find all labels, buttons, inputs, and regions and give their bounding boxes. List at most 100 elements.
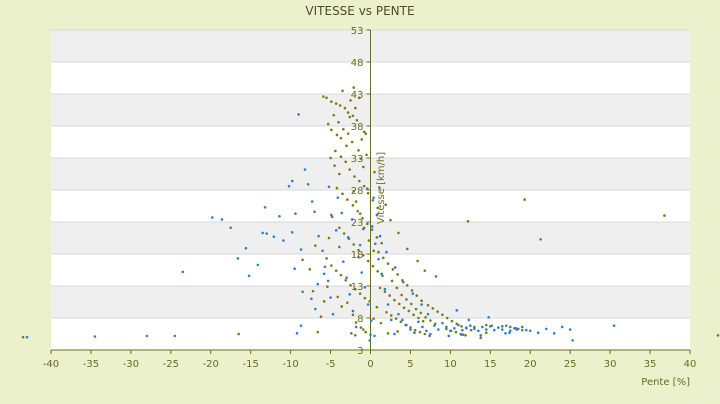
data-point <box>349 284 352 287</box>
data-point <box>362 130 366 134</box>
data-point <box>378 286 382 290</box>
data-point <box>405 323 408 327</box>
data-point <box>354 321 358 324</box>
data-point <box>333 164 336 167</box>
data-point <box>337 120 340 124</box>
data-point <box>512 326 516 330</box>
data-point <box>612 324 616 327</box>
data-point <box>327 236 331 240</box>
data-point <box>411 292 415 295</box>
data-point <box>568 328 572 331</box>
data-point <box>314 307 317 311</box>
data-point <box>395 286 399 290</box>
data-point <box>441 321 444 325</box>
data-point <box>247 274 251 278</box>
data-point <box>397 312 400 316</box>
data-point <box>265 232 268 235</box>
data-point <box>460 325 463 328</box>
x-tick-label: -20 <box>203 359 219 370</box>
data-point <box>429 332 432 336</box>
data-point <box>373 170 376 174</box>
data-point <box>479 336 483 340</box>
data-point <box>357 255 360 259</box>
data-point <box>371 264 375 268</box>
data-point <box>310 200 314 203</box>
data-point <box>409 326 412 329</box>
data-point <box>352 243 356 246</box>
data-point <box>401 280 405 284</box>
data-point <box>423 332 427 336</box>
data-point <box>436 310 439 313</box>
data-point <box>372 196 375 199</box>
data-point <box>524 328 528 332</box>
data-point <box>352 86 356 89</box>
data-point <box>346 301 349 304</box>
data-point <box>367 239 371 242</box>
data-point <box>552 332 556 335</box>
data-point <box>358 243 362 247</box>
data-point <box>256 263 260 267</box>
data-point <box>409 328 412 331</box>
data-point <box>464 333 467 337</box>
data-point <box>400 293 403 297</box>
data-point <box>310 297 313 301</box>
data-point <box>351 204 355 207</box>
data-point <box>368 339 372 342</box>
data-point <box>299 248 303 251</box>
data-point <box>357 149 360 152</box>
data-point <box>278 214 281 218</box>
data-point <box>375 305 379 309</box>
data-point <box>350 140 354 144</box>
data-point <box>360 138 364 141</box>
data-point <box>393 266 397 269</box>
series-0 <box>21 86 720 340</box>
data-point <box>358 292 362 295</box>
data-point <box>373 334 376 338</box>
data-point <box>385 310 388 314</box>
data-point <box>330 128 333 132</box>
data-point <box>389 218 392 222</box>
data-point <box>145 334 149 338</box>
data-point <box>477 329 480 333</box>
x-tick-label: -15 <box>243 359 259 370</box>
data-point <box>485 331 488 335</box>
data-point <box>297 113 300 116</box>
chart-title: VITESSE vs PENTE <box>305 4 414 18</box>
data-point <box>326 279 330 283</box>
data-point <box>366 191 370 195</box>
data-point <box>424 316 427 319</box>
y-tick-label: 33 <box>351 154 364 165</box>
data-point <box>363 296 367 300</box>
data-point <box>351 114 355 118</box>
x-tick-label: 35 <box>644 359 657 370</box>
data-point <box>341 89 344 93</box>
data-point <box>272 235 276 239</box>
data-point <box>500 328 504 331</box>
data-point <box>331 312 335 316</box>
data-point <box>396 273 399 276</box>
y-tick-label: 43 <box>351 90 364 101</box>
x-tick-label: -10 <box>282 359 298 370</box>
data-point <box>330 100 333 103</box>
data-point <box>373 242 377 246</box>
data-point <box>508 331 511 335</box>
data-point <box>366 259 370 263</box>
x-tick-labels: -40 -35 -30 -25 -20 -15 -10 -5 0 5 10 15 20 25 30 35 40 <box>43 359 697 370</box>
data-point <box>316 330 320 334</box>
data-point <box>386 332 390 335</box>
series-1 <box>25 113 616 342</box>
data-point <box>346 198 349 201</box>
data-point <box>365 153 368 157</box>
data-point <box>321 249 324 253</box>
data-point <box>301 290 304 294</box>
data-point <box>313 210 316 214</box>
data-point <box>334 269 338 272</box>
data-point <box>394 317 398 320</box>
data-point <box>326 285 329 288</box>
data-point <box>362 227 365 231</box>
data-point <box>25 335 29 339</box>
data-point <box>454 330 458 334</box>
data-point <box>469 324 472 327</box>
data-point <box>338 245 341 249</box>
